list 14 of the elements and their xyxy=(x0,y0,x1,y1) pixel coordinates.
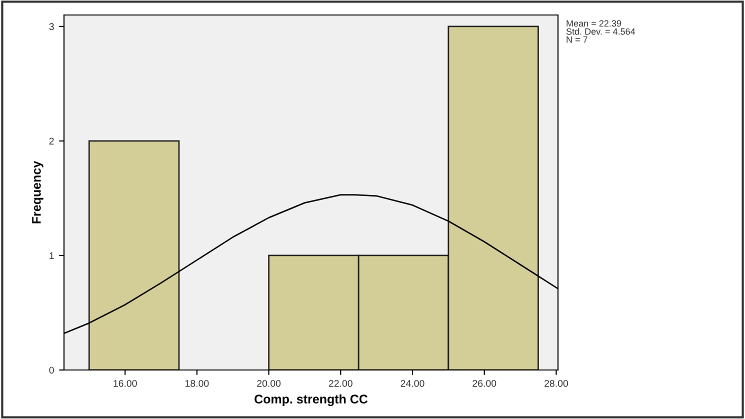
text: Mean = 22.39 Std. Dev. = 4.564 N = 7 xyxy=(566,20,636,43)
x-tick-label: 18.00 xyxy=(186,380,209,387)
x-tick-label: 24.00 xyxy=(400,380,424,387)
x-tick-label: 20.00 xyxy=(257,380,281,387)
y-tick-label: 2 xyxy=(49,138,54,144)
x-tick-label: 16.00 xyxy=(114,380,137,387)
y-tick-label: 1 xyxy=(50,252,54,260)
x-tick-label: 28.00 xyxy=(544,380,568,387)
y-tick-label: 0 xyxy=(49,366,54,374)
y-axis-title: Frequency xyxy=(32,160,44,224)
x-axis-title: Comp. strength CC xyxy=(254,394,368,406)
y-tick-label: 3 xyxy=(49,23,54,30)
x-tick-label: 22.00 xyxy=(328,380,352,387)
x-tick-label: 26.00 xyxy=(472,380,496,387)
